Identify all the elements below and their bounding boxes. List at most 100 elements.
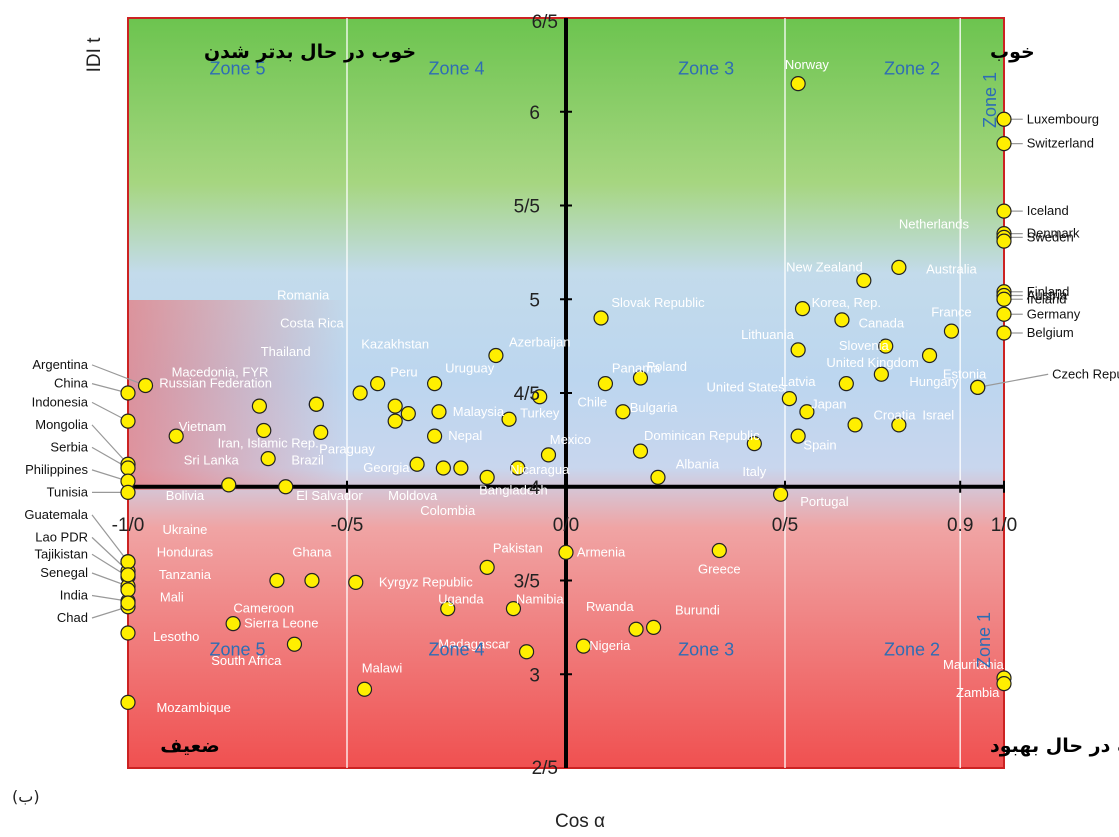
point-georgia [409,456,425,472]
leader-mongolia [91,424,129,465]
point-sierra-leone [225,616,241,632]
point-uruguay [427,376,443,392]
label-zambia: Zambia [956,685,1000,700]
label-germany: Germany [1027,306,1081,321]
point-korea-rep [794,301,811,317]
point-lithuania [790,342,806,358]
panel-label: (ب) [12,787,40,806]
label-pakistan: Pakistan [493,541,543,556]
point-ghana [304,572,320,589]
y-tick-label-2: 4 [529,478,540,499]
label-serbia: Serbia [50,439,88,454]
label-rwanda: Rwanda [586,599,634,614]
point-france [943,323,960,339]
point-slovenia [878,338,894,354]
point-chile [532,389,548,405]
label-bangladesh: Bangladesh [479,483,548,498]
y-tick-label-top: 6/5 [532,12,558,33]
point-argentina [137,377,154,394]
label-vietnam: Vietnam [179,419,226,434]
point-honduras [120,567,136,583]
label-moldova: Moldova [388,488,438,503]
point-luxembourg [996,111,1012,127]
label-honduras: Honduras [157,544,214,559]
x-tick-label-0: -1/0 [112,515,145,536]
label-korea-rep: Korea, Rep. [812,295,881,310]
quadrant-top-left: خوب در حال بدتر شدن [204,41,416,63]
label-kazakhstan: Kazakhstan [361,336,429,351]
point-costa-rica [352,385,368,401]
label-turkey: Turkey [520,406,560,421]
point-colombia [453,460,469,476]
label-sierra-leone: Sierra Leone [244,616,318,631]
label-azerbaijan: Azerbaijan [509,334,570,349]
label-israel: Israel [922,408,954,423]
label-sweden: Sweden [1027,229,1074,244]
point-israel [891,417,907,433]
label-tajikistan: Tajikistan [35,546,88,561]
point-nigeria [575,638,592,654]
label-japan: Japan [811,396,846,411]
label-ghana: Ghana [292,544,332,559]
point-nicaragua [510,460,526,476]
label-tunisia: Tunisia [47,484,89,499]
label-mozambique: Mozambique [156,700,230,715]
label-dominican-republic: Dominican Republic [644,428,760,443]
point-bulgaria [615,404,631,420]
label-bulgaria: Bulgaria [630,400,678,415]
point-belgium [996,325,1012,341]
point-rwanda [628,621,644,637]
point-lesotho [120,625,136,641]
label-spain: Spain [803,438,836,453]
y-tick-label-5: 5/5 [514,197,540,218]
y-tick-label-6: 6 [529,103,540,124]
zone-label-6: Zone 3 [678,640,734,660]
label-argentina: Argentina [32,357,88,372]
x-tick-label-2: 0/0 [553,515,579,536]
point-greece [711,542,727,559]
x-axis-title: Cos α [555,811,605,832]
label-armenia: Armenia [577,544,626,559]
point-portugal [773,486,789,502]
point-albania [650,469,666,485]
label-czech-republic: Czech Republic [1052,366,1119,381]
point-canada [834,312,850,328]
label-lesotho: Lesotho [153,629,199,644]
point-moldova [435,460,451,476]
point-bolivia [221,477,237,493]
point-australia [891,259,907,275]
label-austria: Austria [1027,288,1068,303]
x-tick-label-5: 1/0 [991,515,1017,536]
point-malawi [356,681,373,697]
quadrant-bottom-right: ضعیف در حال بهبود [990,735,1119,757]
point-labels: Norway Luxembourg Switzerland Iceland Denmar… [24,57,1119,715]
label-uganda: Uganda [438,591,484,606]
point-nepal [427,428,443,444]
label-uruguay: Uruguay [445,361,495,376]
x-tick-label-3: 0/5 [772,515,798,536]
label-portugal: Portugal [800,494,849,509]
point-hungary [873,366,889,382]
zone-label-0: Zone 5 [209,58,265,78]
point-tanzania [120,582,136,598]
label-poland: Poland [646,359,686,374]
point-estonia [970,379,986,395]
point-russian-federation [251,398,267,414]
point-croatia [847,417,863,433]
point-latvia [838,376,854,392]
quadrant-top-right: خوب [990,41,1035,63]
point-cameroon [269,572,285,589]
label-cameroon: Cameroon [233,601,294,616]
label-malaysia: Malaysia [453,404,505,419]
point-azerbaijan [488,347,504,364]
label-south-africa: South Africa [211,653,282,668]
label-indonesia: Indonesia [32,394,89,409]
label-panama: Panama [612,361,661,376]
y-tick-label-0: 3 [529,665,540,686]
label-slovak-republic: Slovak Republic [611,295,705,310]
label-belgium: Belgium [1027,325,1074,340]
leader-czech-republic [977,373,1049,388]
label-paraguay: Paraguay [319,441,375,456]
label-thailand: Thailand [261,344,311,359]
label-chad: Chad [57,610,88,625]
